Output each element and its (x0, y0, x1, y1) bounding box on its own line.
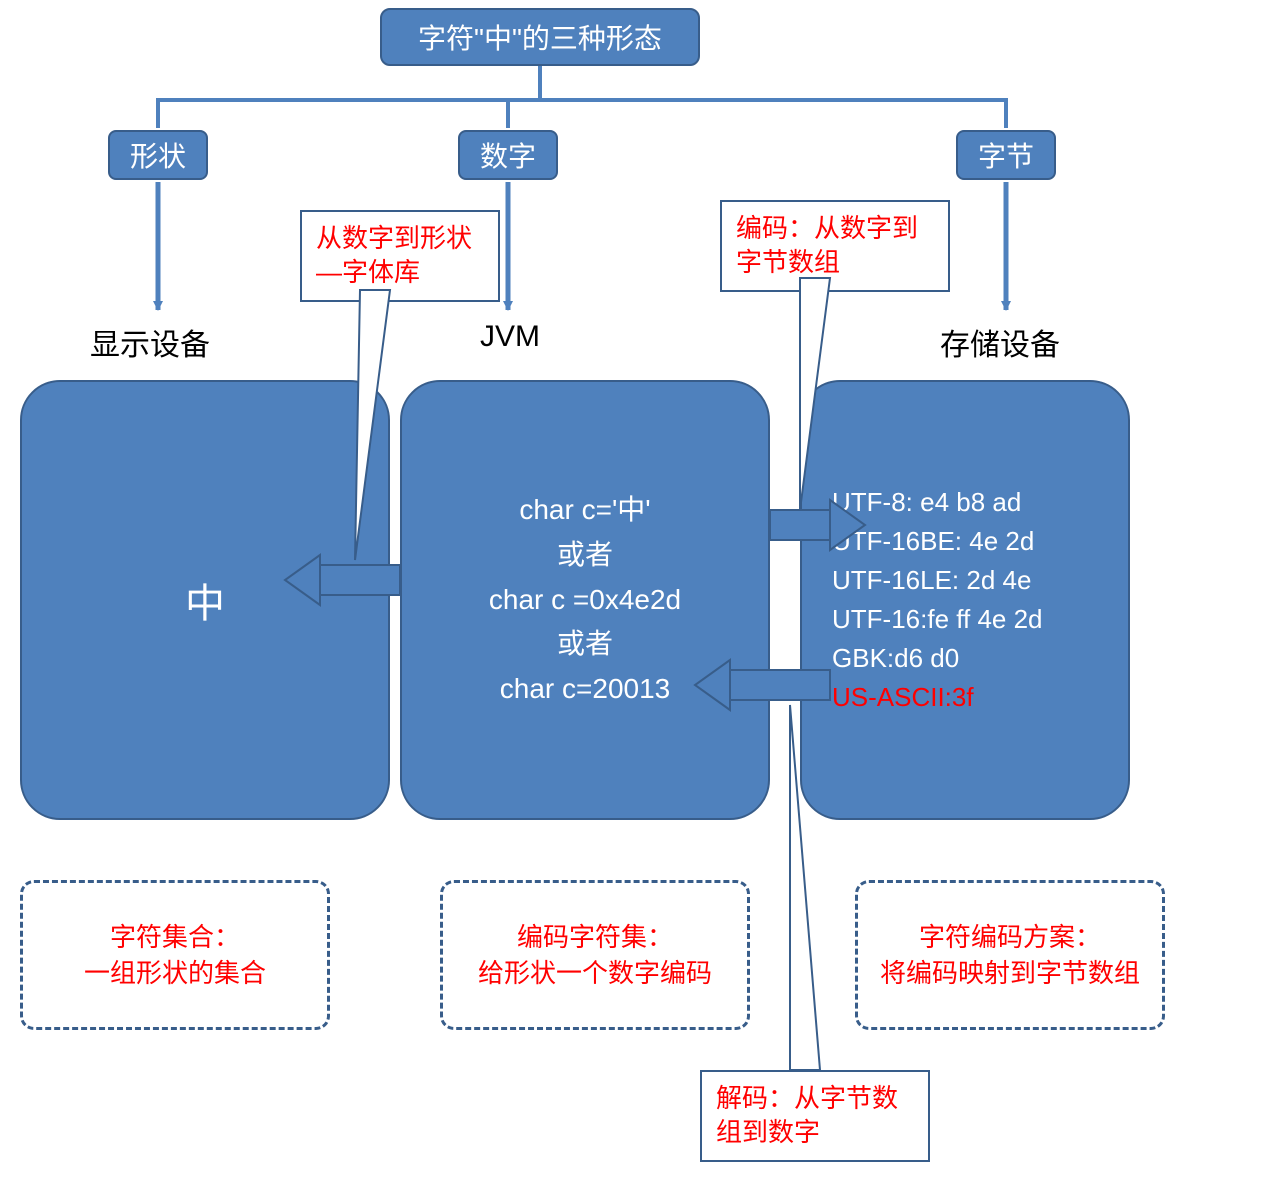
enc-utf16: UTF-16:fe ff 4e 2d (832, 600, 1043, 639)
box-display: 中 (20, 380, 390, 820)
enc-utf16be: UTF-16BE: 4e 2d (832, 522, 1043, 561)
enc-utf8: UTF-8: e4 b8 ad (832, 483, 1043, 522)
display-char: 中 (185, 571, 225, 629)
tag-number-text: 数字 (480, 135, 536, 175)
callout-encode: 编码：从数字到字节数组 (720, 200, 950, 292)
tag-shape-text: 形状 (130, 135, 186, 175)
jvm-line4: 或者 (422, 622, 748, 667)
enc-gbk: GBK:d6 d0 (832, 639, 1043, 678)
jvm-line1: char c='中' (422, 488, 748, 533)
label-display: 显示设备 (90, 320, 210, 364)
box-jvm: char c='中' 或者 char c =0x4e2d 或者 char c=2… (400, 380, 770, 820)
tag-byte-text: 字节 (978, 135, 1034, 175)
jvm-content: char c='中' 或者 char c =0x4e2d 或者 char c=2… (422, 488, 748, 712)
jvm-line2: 或者 (422, 533, 748, 578)
dashed-encoding-scheme: 字符编码方案： 将编码映射到字节数组 (855, 880, 1165, 1030)
label-jvm: JVM (480, 320, 540, 354)
tag-number: 数字 (458, 130, 558, 180)
tag-shape: 形状 (108, 130, 208, 180)
tag-byte: 字节 (956, 130, 1056, 180)
jvm-line5: char c=20013 (422, 667, 748, 712)
dashed-coded-charset: 编码字符集： 给形状一个数字编码 (440, 880, 750, 1030)
jvm-line3: char c =0x4e2d (422, 578, 748, 623)
label-storage: 存储设备 (940, 320, 1060, 364)
enc-ascii: US-ASCII:3f (832, 678, 1043, 717)
storage-content: UTF-8: e4 b8 ad UTF-16BE: 4e 2d UTF-16LE… (832, 483, 1043, 717)
dashed-charset: 字符集合： 一组形状的集合 (20, 880, 330, 1030)
enc-utf16le: UTF-16LE: 2d 4e (832, 561, 1043, 600)
title-node: 字符"中"的三种形态 (380, 8, 700, 66)
box-storage: UTF-8: e4 b8 ad UTF-16BE: 4e 2d UTF-16LE… (800, 380, 1130, 820)
callout-font-lib: 从数字到形状—字体库 (300, 210, 500, 302)
callout-decode: 解码：从字节数组到数字 (700, 1070, 930, 1162)
title-text: 字符"中"的三种形态 (418, 17, 662, 57)
